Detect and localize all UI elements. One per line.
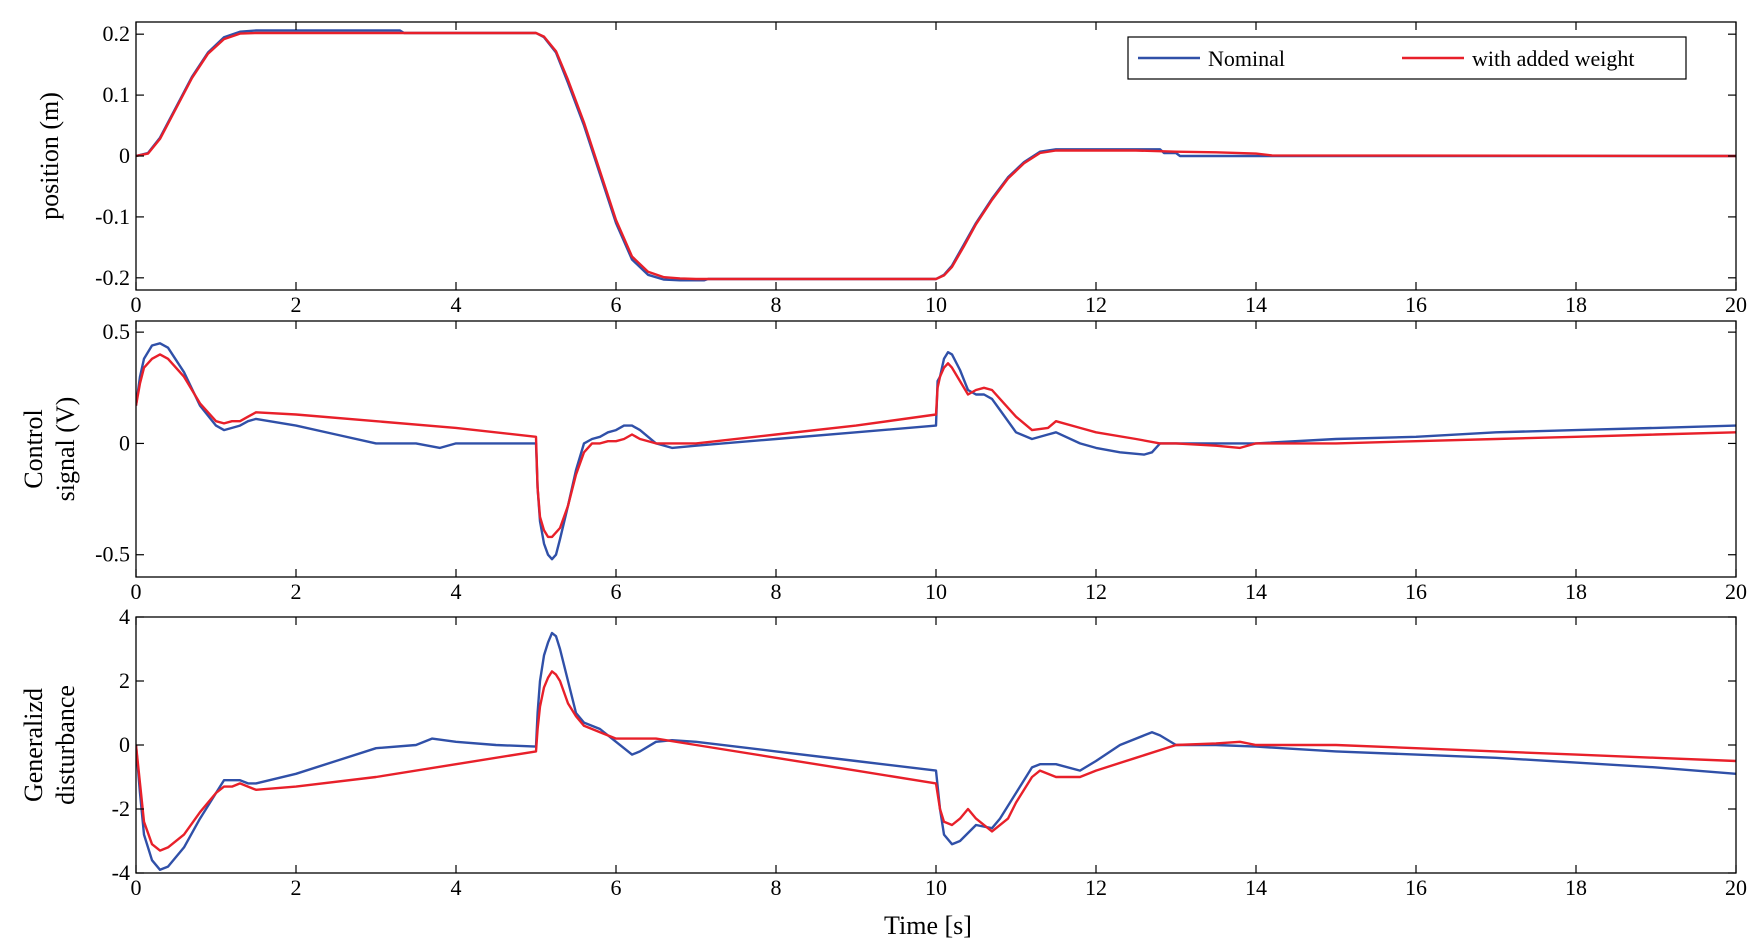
y-axis-label: Generalizd bbox=[19, 688, 48, 802]
x-axis-label: Time [s] bbox=[884, 911, 972, 940]
x-tick-label: 4 bbox=[451, 579, 462, 604]
subplots: 0 2 4 6 8 10 12 14 16 18 20-0.2-0.100.10.2position… bbox=[19, 21, 1747, 900]
x-tick-label: 18 bbox=[1565, 875, 1587, 900]
x-tick-label: 18 bbox=[1565, 292, 1587, 317]
x-tick-label: 14 bbox=[1245, 875, 1267, 900]
x-tick-label: 0 bbox=[131, 579, 142, 604]
legend-label-nominal: Nominal bbox=[1208, 46, 1285, 71]
series-line-nominal bbox=[136, 631, 1736, 871]
x-tick-label: 14 bbox=[1245, 579, 1267, 604]
y-tick-label: 0.5 bbox=[103, 319, 131, 344]
y-tick-label: 4 bbox=[119, 604, 130, 629]
y-tick-label: -0.5 bbox=[95, 542, 130, 567]
axes-frame bbox=[135, 616, 1737, 874]
x-tick-label: 10 bbox=[925, 579, 947, 604]
series-line-added-weight bbox=[136, 670, 1736, 852]
y-tick-label: 0 bbox=[119, 430, 130, 455]
x-tick-label: 10 bbox=[925, 292, 947, 317]
x-tick-label: 2 bbox=[291, 579, 302, 604]
series-line-added-weight bbox=[136, 31, 1736, 281]
x-tick-label: 12 bbox=[1085, 579, 1107, 604]
x-tick-label: 20 bbox=[1725, 579, 1747, 604]
x-tick-label: 8 bbox=[771, 875, 782, 900]
x-tick-label: 20 bbox=[1725, 875, 1747, 900]
x-tick-label: 6 bbox=[611, 579, 622, 604]
subplot-1: 0 2 4 6 8 10 12 14 16 18 20 -0.2 -0.1 0 0.1 0.2 position… bbox=[35, 21, 1747, 317]
x-tick-label: 0 bbox=[131, 292, 142, 317]
y-tick-label: -0.1 bbox=[95, 204, 130, 229]
x-tick-label: 6 bbox=[611, 292, 622, 317]
x-tick-label: 2 bbox=[291, 875, 302, 900]
x-tick-label: 16 bbox=[1405, 579, 1427, 604]
x-tick-label: 14 bbox=[1245, 292, 1267, 317]
series-line-nominal bbox=[136, 29, 1736, 282]
x-tick-label: 16 bbox=[1405, 875, 1427, 900]
y-tick-label: -2 bbox=[112, 796, 130, 821]
x-tick-label: 4 bbox=[451, 292, 462, 317]
y-tick-label: -4 bbox=[112, 860, 130, 885]
x-tick-label: 8 bbox=[771, 579, 782, 604]
y-tick-label: 2 bbox=[119, 668, 130, 693]
y-tick-label: 0.1 bbox=[103, 82, 131, 107]
x-tick-label: 20 bbox=[1725, 292, 1747, 317]
y-axis-label: disturbance bbox=[51, 685, 80, 805]
x-tick-label: 12 bbox=[1085, 875, 1107, 900]
y-tick-label: 0 bbox=[119, 732, 130, 757]
series-line-added-weight bbox=[136, 353, 1736, 539]
y-tick-label: 0 bbox=[119, 143, 130, 168]
x-tick-label: 18 bbox=[1565, 579, 1587, 604]
x-tick-label: 8 bbox=[771, 292, 782, 317]
x-tick-label: 16 bbox=[1405, 292, 1427, 317]
y-axis-label: position (m) bbox=[35, 92, 64, 220]
x-tick-label: 2 bbox=[291, 292, 302, 317]
x-tick-label: 0 bbox=[131, 875, 142, 900]
y-tick-label: -0.2 bbox=[95, 265, 130, 290]
y-axis-label: signal (V) bbox=[51, 397, 80, 502]
x-tick-label: 10 bbox=[925, 875, 947, 900]
x-tick-label: 6 bbox=[611, 875, 622, 900]
y-tick-label: 0.2 bbox=[103, 21, 131, 46]
x-tick-label: 4 bbox=[451, 875, 462, 900]
subplot-3: 0 2 4 6 8 10 12 14 16 18 20 -4 -2 0 2 4 Generalizd distur… bbox=[19, 604, 1747, 900]
series-line-nominal bbox=[136, 342, 1736, 561]
x-tick-label: 12 bbox=[1085, 292, 1107, 317]
axes-frame bbox=[135, 320, 1737, 578]
legend-label-added-weight: with added weight bbox=[1472, 46, 1635, 71]
legend: Nominal with added weight bbox=[1127, 36, 1687, 80]
y-axis-label: Control bbox=[19, 409, 48, 488]
